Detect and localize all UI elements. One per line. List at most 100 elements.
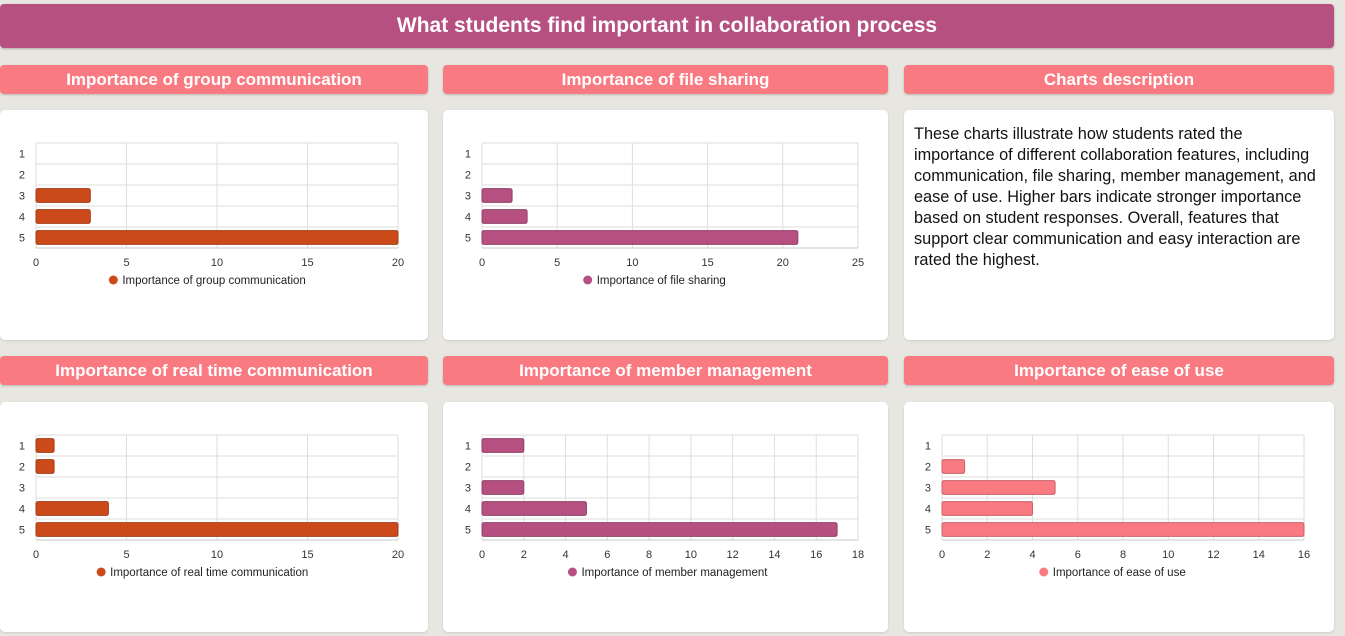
x-tick-label: 16 [1298,549,1310,561]
x-tick-label: 20 [392,257,404,269]
bar-3 [941,480,1056,495]
x-tick-label: 14 [1253,549,1265,561]
y-tick-label: 1 [465,441,471,453]
bar-5 [35,230,399,245]
y-tick-label: 1 [465,149,471,161]
x-tick-label: 10 [1162,549,1174,561]
x-tick-label: 6 [604,549,610,561]
bar-5 [481,522,838,537]
x-tick-label: 16 [810,549,822,561]
x-tick-label: 18 [852,549,864,561]
x-tick-label: 14 [768,549,780,561]
legend-label: Importance of real time communication [110,567,308,579]
bar-5 [481,230,799,245]
y-tick-label: 1 [925,441,931,453]
x-tick-label: 20 [392,549,404,561]
legend-marker [1039,567,1049,577]
x-tick-label: 10 [626,257,638,269]
bar-4 [35,209,91,224]
x-tick-label: 0 [939,549,945,561]
y-tick-label: 2 [19,170,25,182]
y-tick-label: 5 [465,233,471,245]
legend-label: Importance of ease of use [1053,567,1186,579]
x-tick-label: 15 [701,257,713,269]
x-tick-label: 15 [301,257,313,269]
dashboard-title: What students find important in collabor… [0,4,1334,48]
x-tick-label: 12 [1207,549,1219,561]
x-tick-label: 10 [685,549,697,561]
header-member-management: Importance of member management [443,356,888,385]
description-text: These charts illustrate how students rat… [914,125,1316,269]
y-tick-label: 3 [19,191,25,203]
y-tick-label: 3 [465,191,471,203]
x-tick-label: 0 [33,257,39,269]
y-tick-label: 5 [925,525,931,537]
x-tick-label: 0 [479,257,485,269]
bar-4 [481,209,528,224]
x-tick-label: 4 [1029,549,1035,561]
header-charts-description: Charts description [904,65,1334,94]
x-tick-label: 5 [554,257,560,269]
y-tick-label: 5 [19,233,25,245]
y-tick-label: 1 [19,441,25,453]
chart-panel-real-time-communication: 1 2 3 4 5 0 5 10 15 20 Importance of real time com… [0,402,428,632]
header-group-communication: Importance of group communication [0,65,428,94]
x-tick-label: 12 [727,549,739,561]
y-tick-label: 4 [19,212,25,224]
chart-panel-group-communication: 1 2 3 4 5 0 5 10 15 20 Importance of group communi… [0,110,428,340]
y-tick-label: 5 [465,525,471,537]
x-tick-label: 25 [852,257,864,269]
legend-marker [567,567,577,577]
legend-marker [583,275,593,285]
legend-label: Importance of member management [581,567,768,579]
bar-4 [941,501,1033,516]
x-tick-label: 20 [777,257,789,269]
y-tick-label: 4 [925,504,931,516]
header-ease-of-use: Importance of ease of use [904,356,1334,385]
bar-5 [941,522,1305,537]
y-tick-label: 3 [925,483,931,495]
header-file-sharing: Importance of file sharing [443,65,888,94]
header-real-time-communication: Importance of real time communication [0,356,428,385]
x-tick-label: 0 [33,549,39,561]
bar-3 [35,188,91,203]
x-tick-label: 8 [1120,549,1126,561]
y-tick-label: 2 [925,462,931,474]
bar-5 [35,522,399,537]
x-tick-label: 5 [123,549,129,561]
y-tick-label: 2 [465,170,471,182]
y-tick-label: 3 [19,483,25,495]
x-tick-label: 4 [562,549,568,561]
y-tick-label: 4 [19,504,25,516]
x-tick-label: 2 [984,549,990,561]
chart-panel-ease-of-use: 1 2 3 4 5 0 2 4 6 8 10 12 14 16 Importance of ease of … [904,402,1334,632]
legend-label: Importance of group communication [122,275,305,287]
x-tick-label: 0 [479,549,485,561]
x-tick-label: 10 [211,257,223,269]
y-tick-label: 3 [465,483,471,495]
x-tick-label: 15 [301,549,313,561]
x-tick-label: 10 [211,549,223,561]
legend-marker [108,275,118,285]
y-tick-label: 4 [465,504,471,516]
y-tick-label: 1 [19,149,25,161]
chart-panel-file-sharing: 1 2 3 4 5 0 5 10 15 20 25 Importance of file sharin… [443,110,888,340]
x-tick-label: 2 [521,549,527,561]
legend-label: Importance of file sharing [597,275,726,287]
bar-1 [481,438,525,453]
bar-1 [35,438,55,453]
bar-4 [481,501,587,516]
bar-4 [35,501,109,516]
x-tick-label: 5 [123,257,129,269]
y-tick-label: 2 [465,462,471,474]
bar-2 [35,459,55,474]
bar-2 [941,459,966,474]
x-tick-label: 8 [646,549,652,561]
legend-marker [96,567,106,577]
x-tick-label: 6 [1075,549,1081,561]
